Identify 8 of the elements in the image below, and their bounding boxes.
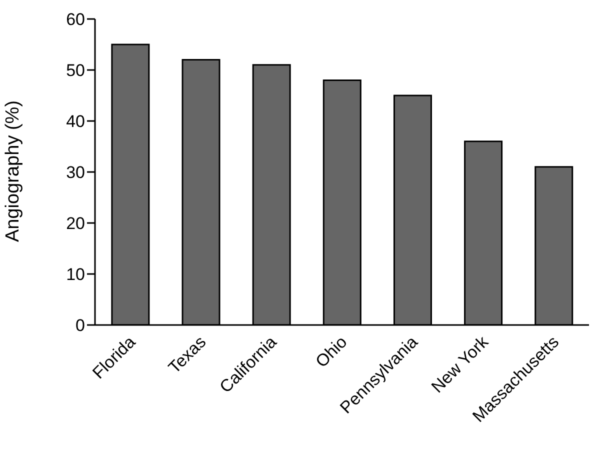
- y-tick-label: 50: [66, 61, 85, 80]
- y-tick-label: 40: [66, 112, 85, 132]
- y-axis-title: Angiography (%): [2, 100, 24, 242]
- y-tick-label: 60: [66, 10, 85, 30]
- y-tick-label: 30: [66, 163, 85, 182]
- y-tick-label: 0: [76, 316, 85, 336]
- y-tick-label: 10: [66, 265, 85, 284]
- y-tick-label: 20: [66, 214, 85, 234]
